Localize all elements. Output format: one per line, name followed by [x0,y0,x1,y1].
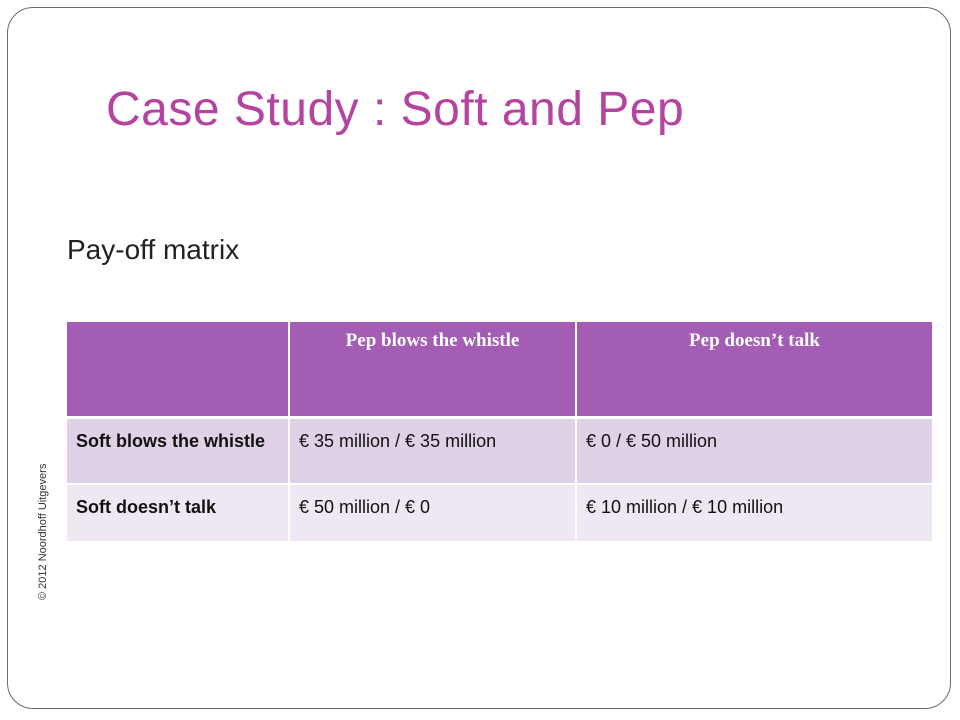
row-label-soft-blows-whistle: Soft blows the whistle [67,417,290,485]
table-row: Soft doesn’t talk € 50 million / € 0 € 1… [67,484,932,543]
table-cell: € 0 / € 50 million [576,417,932,485]
header-corner-cell [67,322,290,419]
slide-subtitle: Pay-off matrix [67,234,240,265]
table-cell: € 50 million / € 0 [289,484,577,543]
header-pep-blows-whistle: Pep blows the whistle [289,322,577,419]
payoff-matrix-table: Pep blows the whistle Pep doesn’t talk S… [67,322,932,543]
table-header-row: Pep blows the whistle Pep doesn’t talk [67,322,932,419]
slide-title: Case Study : Soft and Pep [106,83,685,136]
row-label-soft-doesnt-talk: Soft doesn’t talk [67,484,290,543]
table-cell: € 10 million / € 10 million [576,484,932,543]
table-cell: € 35 million / € 35 million [289,417,577,485]
header-pep-doesnt-talk: Pep doesn’t talk [576,322,932,419]
table-row: Soft blows the whistle € 35 million / € … [67,417,932,485]
copyright-notice: © 2012 Noordhoff Uitgevers [37,463,49,600]
